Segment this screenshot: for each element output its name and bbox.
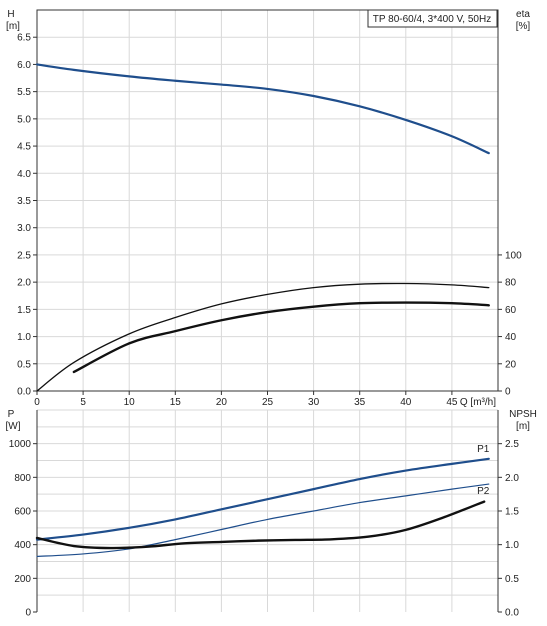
q-tick-label: 15 [170, 397, 182, 408]
h-axis-label: H [7, 9, 14, 20]
npsh-tick-label: 2.0 [505, 473, 519, 484]
eta-axis-unit: [%] [516, 21, 531, 32]
title-box [367, 9, 498, 28]
eta-tick-label: 100 [505, 250, 522, 261]
npsh-curve [35, 500, 486, 550]
eta-tick-label: 60 [505, 305, 517, 316]
p-tick-label: 1000 [9, 439, 32, 450]
eta-tick-label: 40 [505, 332, 517, 343]
npsh-axis-unit: [m] [516, 421, 530, 432]
h-tick-label: 6.5 [17, 33, 31, 44]
head-curve [35, 63, 490, 155]
p2-curve [36, 483, 490, 558]
h-tick-label: 4.0 [17, 169, 31, 180]
h-tick-label: 4.5 [17, 142, 31, 153]
h-tick-label: 6.0 [17, 60, 31, 71]
series-label-p2: P2 [477, 486, 490, 497]
eta-tick-label: 80 [505, 278, 517, 289]
q-tick-label: 10 [124, 397, 136, 408]
series-label-p1: P1 [477, 444, 490, 455]
q-tick-label: 30 [308, 397, 320, 408]
p-tick-label: 800 [14, 473, 31, 484]
h-tick-label: 5.5 [17, 87, 31, 98]
q-axis-label: Q [m³/h] [460, 397, 496, 408]
q-tick-label: 25 [262, 397, 274, 408]
q-tick-label: 40 [400, 397, 412, 408]
h-tick-label: 5.0 [17, 114, 31, 125]
p-tick-label: 400 [14, 540, 31, 551]
q-tick-label: 0 [34, 397, 40, 408]
h-tick-label: 0.0 [17, 387, 31, 398]
q-tick-label: 20 [216, 397, 228, 408]
npsh-tick-label: 2.5 [505, 439, 519, 450]
npsh-tick-label: 1.0 [505, 540, 519, 551]
p-axis-label: P [8, 409, 15, 420]
eta-tick-label: 20 [505, 359, 517, 370]
q-tick-label: 45 [446, 397, 458, 408]
npsh-tick-label: 0.0 [505, 608, 519, 619]
h-tick-label: 3.5 [17, 196, 31, 207]
q-tick-label: 5 [80, 397, 86, 408]
h-tick-label: 2.0 [17, 278, 31, 289]
p-tick-label: 600 [14, 507, 31, 518]
npsh-tick-label: 1.5 [505, 507, 519, 518]
efficiency-curve-thin [36, 282, 490, 392]
p-tick-label: 200 [14, 574, 31, 585]
chart-title: TP 80-60/4, 3*400 V, 50Hz [373, 14, 491, 25]
p-axis-unit: [W] [6, 421, 21, 432]
h-tick-label: 3.0 [17, 223, 31, 234]
p-tick-label: 0 [25, 608, 31, 619]
efficiency-curve-thick [72, 301, 490, 374]
npsh-tick-label: 0.5 [505, 574, 519, 585]
h-tick-label: 1.5 [17, 305, 31, 316]
h-tick-label: 1.0 [17, 332, 31, 343]
h-tick-label: 0.5 [17, 359, 31, 370]
eta-axis-label: eta [516, 9, 530, 20]
q-tick-label: 35 [354, 397, 366, 408]
h-tick-label: 2.5 [17, 250, 31, 261]
eta-tick-label: 0 [505, 387, 511, 398]
h-axis-unit: [m] [6, 21, 20, 32]
p1-curve [35, 457, 490, 541]
npsh-axis-label: NPSH [509, 409, 537, 420]
